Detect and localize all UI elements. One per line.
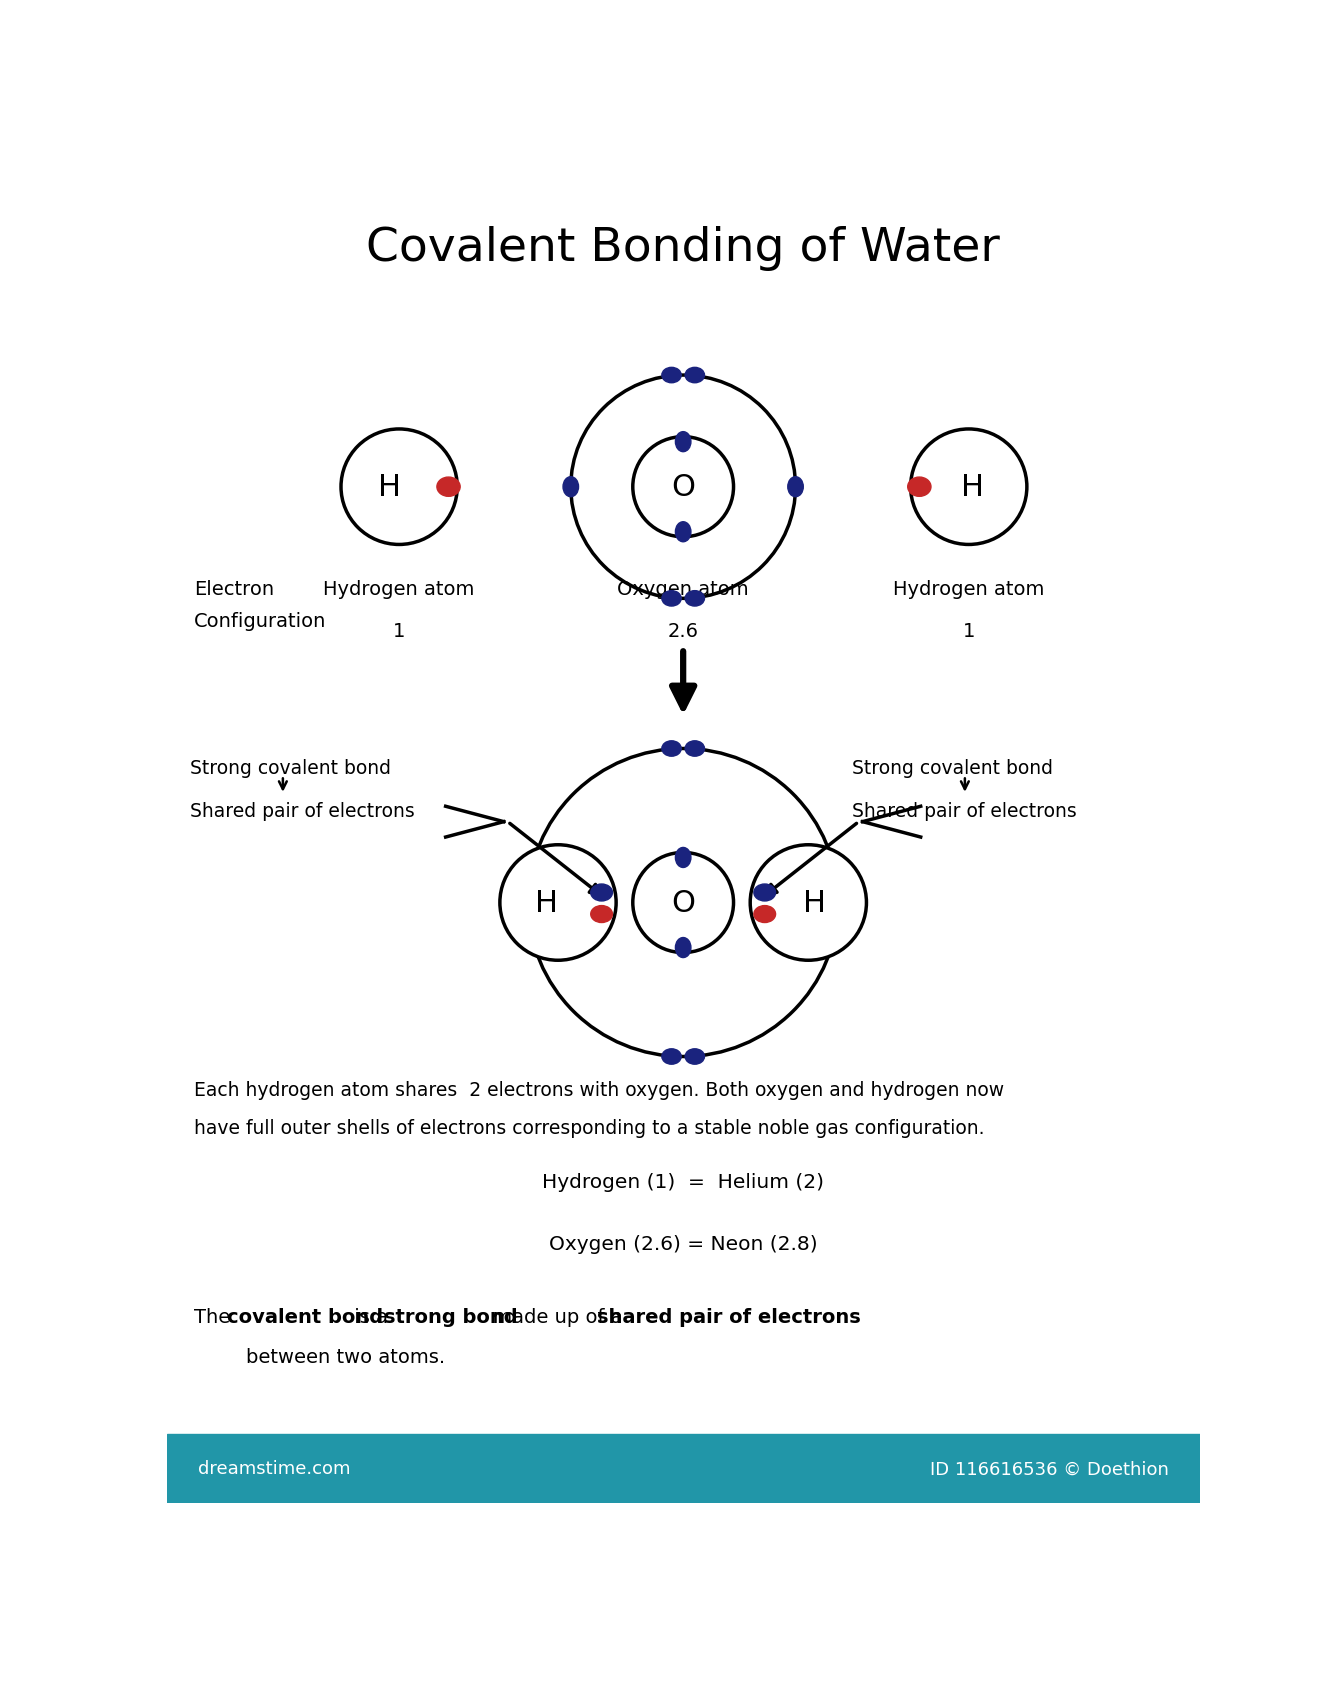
Ellipse shape	[685, 591, 704, 606]
Text: have full outer shells of electrons corresponding to a stable noble gas configur: have full outer shells of electrons corr…	[193, 1118, 984, 1137]
Text: The: The	[193, 1307, 236, 1326]
Bar	[167, 1434, 1200, 1503]
Text: Configuration: Configuration	[193, 611, 327, 632]
Text: dreamstime.com: dreamstime.com	[197, 1459, 351, 1478]
Text: Hydrogen (1)  =  Helium (2): Hydrogen (1) = Helium (2)	[543, 1172, 824, 1191]
Text: Electron: Electron	[193, 579, 273, 598]
Circle shape	[910, 429, 1026, 546]
Text: O: O	[670, 888, 696, 917]
Ellipse shape	[754, 885, 776, 902]
Ellipse shape	[754, 905, 776, 922]
Ellipse shape	[563, 478, 579, 498]
Text: 1: 1	[962, 622, 974, 642]
Ellipse shape	[591, 885, 612, 902]
Ellipse shape	[663, 1049, 681, 1064]
Text: Strong covalent bond: Strong covalent bond	[189, 758, 391, 779]
Ellipse shape	[676, 432, 690, 453]
Text: strong bond: strong bond	[384, 1307, 517, 1326]
Text: ID 116616536 © Doethion: ID 116616536 © Doethion	[930, 1459, 1169, 1478]
Ellipse shape	[437, 478, 460, 497]
Ellipse shape	[663, 368, 681, 383]
Text: is a: is a	[348, 1307, 395, 1326]
Circle shape	[341, 429, 457, 546]
Text: H: H	[379, 473, 401, 502]
Circle shape	[571, 377, 796, 600]
Ellipse shape	[676, 937, 690, 958]
Text: 2.6: 2.6	[668, 622, 698, 642]
Ellipse shape	[685, 1049, 704, 1064]
Text: Each hydrogen atom shares  2 electrons with oxygen. Both oxygen and hydrogen now: Each hydrogen atom shares 2 electrons wi…	[193, 1079, 1004, 1100]
Ellipse shape	[663, 591, 681, 606]
Text: H: H	[961, 473, 984, 502]
Text: H: H	[535, 888, 559, 917]
Ellipse shape	[788, 478, 804, 498]
Circle shape	[633, 437, 733, 537]
Circle shape	[528, 748, 838, 1057]
Ellipse shape	[663, 741, 681, 757]
Text: Oxygen atom: Oxygen atom	[617, 579, 749, 598]
Text: H: H	[802, 888, 826, 917]
Text: covalent bond: covalent bond	[227, 1307, 383, 1326]
Ellipse shape	[676, 522, 690, 542]
Ellipse shape	[685, 368, 704, 383]
Text: shared pair of electrons: shared pair of electrons	[597, 1307, 861, 1326]
Circle shape	[500, 844, 616, 961]
Text: Hydrogen atom: Hydrogen atom	[324, 579, 475, 598]
Text: Hydrogen atom: Hydrogen atom	[893, 579, 1045, 598]
Circle shape	[633, 853, 733, 953]
Circle shape	[750, 844, 866, 961]
Text: O: O	[670, 473, 696, 502]
Text: Covalent Bonding of Water: Covalent Bonding of Water	[367, 226, 1000, 272]
Text: Strong covalent bond: Strong covalent bond	[853, 758, 1053, 779]
Text: Shared pair of electrons: Shared pair of electrons	[189, 801, 415, 821]
Text: 1: 1	[393, 622, 405, 642]
Ellipse shape	[591, 905, 612, 922]
Text: Oxygen (2.6) = Neon (2.8): Oxygen (2.6) = Neon (2.8)	[549, 1235, 817, 1253]
Text: between two atoms.: between two atoms.	[221, 1348, 445, 1366]
Text: Shared pair of electrons: Shared pair of electrons	[853, 801, 1077, 821]
Text: made up of a: made up of a	[487, 1307, 629, 1326]
Ellipse shape	[908, 478, 930, 497]
Ellipse shape	[676, 848, 690, 868]
Ellipse shape	[685, 741, 704, 757]
